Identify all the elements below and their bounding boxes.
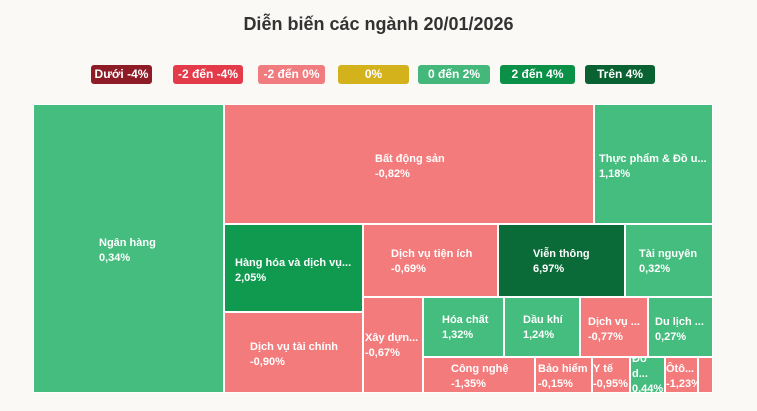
tile-name: Xây dựn...: [365, 332, 419, 344]
treemap-tile[interactable]: Dịch vụ ... -0,77%: [580, 297, 648, 357]
tile-name: Dịch vụ ...: [588, 316, 640, 328]
legend-item[interactable]: Trên 4%: [585, 65, 655, 84]
tile-value: 2,05%: [235, 272, 267, 284]
tile-name: Dầu khí: [523, 314, 563, 326]
tile-name: Du lịch ...: [655, 316, 704, 328]
tile-name: Dịch vụ tài chính: [250, 341, 339, 353]
tile-value: -0,67%: [365, 347, 400, 359]
legend-item[interactable]: 0 đến 2%: [418, 65, 490, 84]
tile-value: -0,15%: [538, 378, 573, 390]
chart-title: Diễn biến các ngành 20/01/2026: [243, 14, 514, 34]
tile-value: -0,77%: [588, 331, 623, 343]
tile-value: 6,97%: [533, 263, 565, 275]
treemap-tile[interactable]: Đồ d... 0,44%: [630, 357, 665, 393]
treemap-tile[interactable]: Hóa chất 1,32%: [423, 297, 504, 357]
tile-name: Đồ d...: [632, 357, 648, 380]
treemap-tile[interactable]: Công nghệ -1,35%: [423, 357, 535, 393]
tile-value: -0,90%: [250, 356, 285, 368]
legend-item[interactable]: -2 đến -4%: [173, 65, 243, 84]
tile-value: -0,82%: [375, 168, 410, 180]
legend-item[interactable]: -2 đến 0%: [258, 65, 325, 84]
treemap-tile[interactable]: Viễn thông 6,97%: [498, 224, 625, 297]
treemap-tile[interactable]: Xây dựn... -0,67%: [363, 297, 423, 393]
tile-name: Y tế: [593, 363, 613, 375]
tile-name: Hàng hóa và dịch vụ...: [235, 257, 352, 269]
tile-name: Dịch vụ tiện ích: [391, 248, 473, 260]
treemap-tile[interactable]: Dịch vụ tài chính -0,90%: [224, 312, 363, 393]
tile-value: 1,18%: [599, 168, 631, 180]
tile-name: Hóa chất: [442, 314, 489, 326]
treemap-tile[interactable]: Dịch vụ tiện ích -0,69%: [363, 224, 498, 297]
legend-item[interactable]: 0%: [338, 65, 409, 84]
legend-item[interactable]: Dưới -4%: [91, 65, 152, 84]
treemap-tile[interactable]: Ngân hàng 0,34%: [33, 104, 224, 393]
tile-value: 0,27%: [655, 331, 687, 343]
treemap-tile[interactable]: Bất động sản -0,82%: [224, 104, 594, 224]
tile-value: 0,44%: [632, 383, 664, 393]
tile-value: 0,32%: [639, 263, 671, 275]
tile-name: Thực phẩm & Đồ u...: [599, 153, 707, 165]
treemap-tile[interactable]: Bảo hiểm -0,15%: [535, 357, 592, 393]
treemap-tile[interactable]: Tài nguyên 0,32%: [625, 224, 713, 297]
treemap-tile[interactable]: Du lịch ... 0,27%: [648, 297, 713, 357]
treemap-tile[interactable]: Hàng hóa và dịch vụ... 2,05%: [224, 224, 363, 312]
treemap-tile[interactable]: Thực phẩm & Đồ u... 1,18%: [594, 104, 713, 224]
tile-name: Tài nguyên: [639, 248, 698, 260]
tile-value: 0,34%: [99, 252, 131, 264]
treemap-tile[interactable]: [698, 357, 713, 393]
tile-name: Công nghệ: [451, 363, 509, 375]
tile-value: -0,95%: [593, 378, 628, 390]
tile-value: -0,69%: [391, 263, 426, 275]
tile-value: -1,35%: [451, 378, 486, 390]
tile-name: Ôtô...: [666, 363, 695, 375]
tile-name: Ngân hàng: [99, 237, 156, 249]
tile-name: Bảo hiểm: [538, 363, 588, 375]
treemap-tile[interactable]: Ôtô... -1,23%: [665, 357, 698, 393]
tile-name: Bất động sản: [375, 153, 445, 165]
treemap-tile[interactable]: Dầu khí 1,24%: [504, 297, 580, 357]
tile-value: -1,23%: [666, 378, 698, 390]
tile-value: 1,32%: [442, 329, 474, 341]
tile-name: Viễn thông: [533, 248, 590, 260]
legend-item[interactable]: 2 đến 4%: [500, 65, 575, 84]
treemap-tile[interactable]: Y tế -0,95%: [592, 357, 630, 393]
tile-value: 1,24%: [523, 329, 555, 341]
